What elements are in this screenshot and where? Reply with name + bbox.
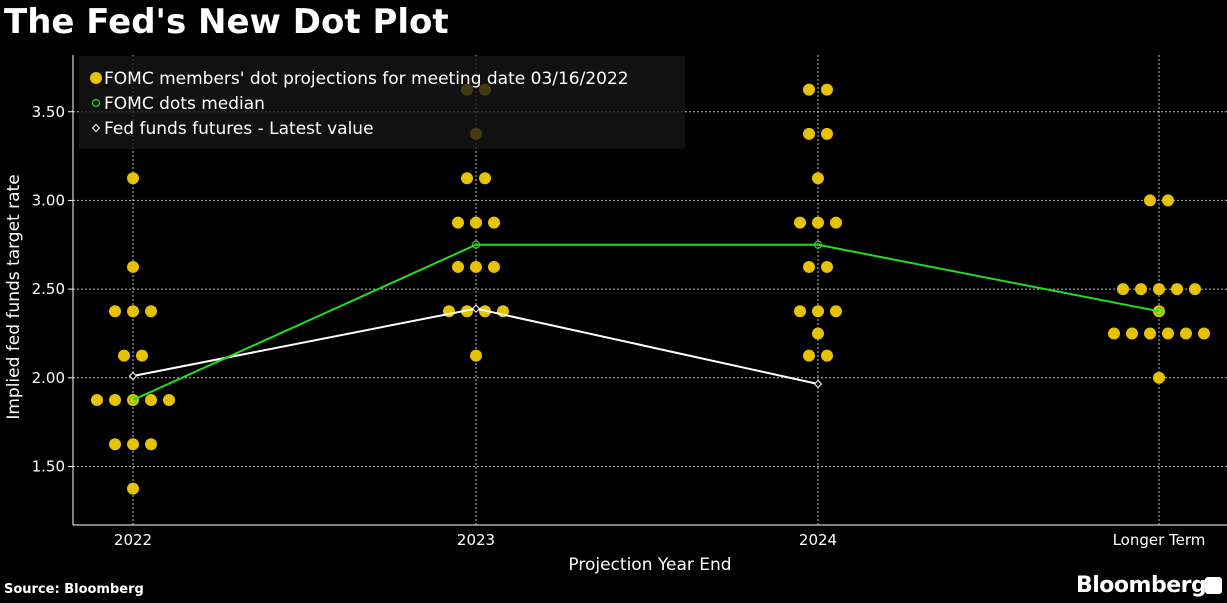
projection-dot [461,172,473,185]
projection-dot [1189,283,1201,296]
x-tick-label: 2024 [799,531,837,549]
x-axis-label: Projection Year End [568,555,731,575]
legend-entry: Fed funds futures - Latest value [104,119,374,139]
projection-dot [127,172,139,185]
chart-title: The Fed's New Dot Plot [4,2,449,42]
projection-dot [127,305,139,318]
median-marker [471,240,481,249]
projection-dot [812,172,824,185]
projection-dot [91,393,103,406]
projection-dot [109,305,121,318]
y-tick-label: 3.50 [32,103,65,121]
projection-dot [1180,327,1192,340]
projection-dot [1162,327,1174,340]
projection-dot [1171,283,1183,296]
legend-entry: FOMC members' dot projections for meetin… [104,69,629,89]
y-axis-label: Implied fed funds target rate [4,174,24,419]
y-tick-label: 2.00 [32,369,65,387]
projection-dot [1108,327,1120,340]
legend-entry: FOMC dots median [104,94,265,114]
median-line [132,243,1160,401]
projection-dot [812,216,824,229]
projection-dot [794,305,806,318]
projection-dot [136,349,148,362]
projection-dot [812,305,824,318]
projection-dot [821,127,833,140]
legend-dot-icon [90,72,102,84]
projection-dot [803,127,815,140]
projection-dot [470,349,482,362]
projection-dot [127,260,139,273]
projection-dot [1117,283,1129,296]
projection-dot [470,216,482,229]
projection-dot [1153,371,1165,384]
projection-dot [803,260,815,273]
legend-median-icon [91,98,101,108]
projection-dot [1162,194,1174,207]
projection-dot [452,216,464,229]
projection-dot [145,438,157,451]
futures-marker [471,304,481,313]
bloomberg-logo: Bloomberg [1076,573,1207,598]
x-tick-label: 2023 [457,531,495,549]
projection-dot [821,83,833,96]
futures-marker [813,379,823,389]
projection-dot [109,393,121,406]
projection-dot [452,260,464,273]
projection-dot [145,305,157,318]
projection-dot [821,349,833,362]
projection-dot [1144,327,1156,340]
x-tick-label: Longer Term [1113,531,1206,549]
legend-box [79,56,685,149]
futures-marker [128,371,138,381]
bloomberg-chart-icon [1205,577,1222,594]
projection-dot [470,260,482,273]
projection-dot [488,216,500,229]
median-marker [1154,307,1164,316]
median-marker [128,395,138,405]
projection-dot [821,260,833,273]
projection-dot [127,438,139,451]
projection-dot [163,393,175,406]
projection-dot [803,349,815,362]
median-marker [813,240,823,249]
projection-dot [479,172,491,185]
projection-dot [794,216,806,229]
projection-dot [812,327,824,340]
projection-dot [830,216,842,229]
source-note: Source: Bloomberg [4,582,144,597]
projection-dot [1144,194,1156,207]
y-tick-label: 3.00 [32,191,65,209]
projection-dot [803,83,815,96]
projection-dot [109,438,121,451]
projection-dot [118,349,130,362]
projection-dot [830,305,842,318]
projection-dot [1198,327,1210,340]
legend-futures-icon [91,123,101,133]
x-tick-label: 2022 [114,531,152,549]
projection-dot [1126,327,1138,340]
projection-dot [145,393,157,406]
y-tick-label: 1.50 [32,457,65,475]
projection-dot [127,482,139,495]
projection-dot [488,260,500,273]
projection-dot [1135,283,1147,296]
y-tick-label: 2.50 [32,280,65,298]
projection-dot [1153,283,1165,296]
